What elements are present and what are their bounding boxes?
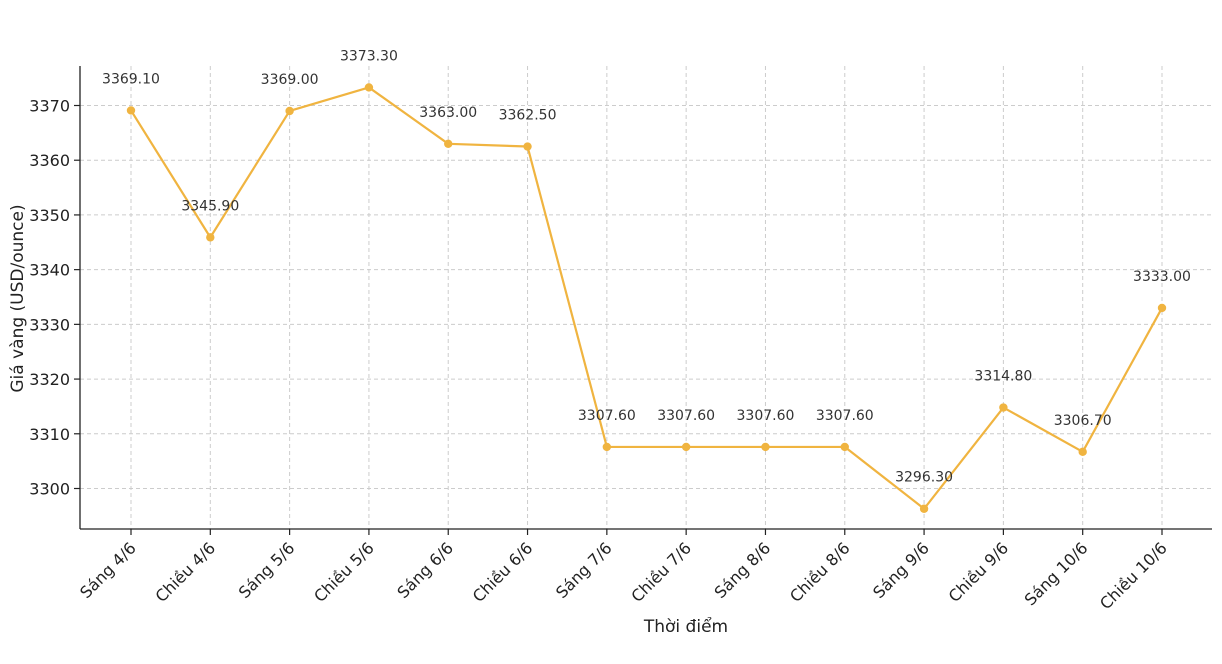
y-tick-label: 3320 <box>29 370 70 389</box>
data-label: 3362.50 <box>499 108 557 124</box>
data-point <box>444 139 453 148</box>
data-label: 3345.90 <box>181 198 239 214</box>
x-tick-label: Sáng 4/6 <box>76 538 140 602</box>
data-point <box>126 106 136 115</box>
x-tick-label: Chiều 6/6 <box>469 538 537 606</box>
data-labels: 3369.10 3345.90 3369.00 3373.30 3363.00 3362.… <box>102 48 1191 485</box>
data-label: 3306.70 <box>1054 413 1112 429</box>
data-point <box>999 403 1008 412</box>
x-tick-label: Sáng 9/6 <box>869 538 933 602</box>
data-point <box>206 233 215 242</box>
series-line <box>130 86 1163 510</box>
data-point <box>919 504 929 513</box>
y-tick-labels: 3300 3310 3320 3330 3340 3350 3360 3370 <box>29 97 70 499</box>
y-tick-label: 3330 <box>29 315 70 334</box>
data-label: 3296.30 <box>895 470 953 486</box>
x-tick-label: Sáng 5/6 <box>235 538 299 602</box>
series-gold-price <box>126 83 1167 513</box>
y-tick-label: 3340 <box>29 261 70 280</box>
data-label: 3363.00 <box>419 105 477 121</box>
data-point <box>1157 303 1167 313</box>
data-label: 3373.30 <box>340 48 398 64</box>
data-point <box>840 442 849 452</box>
x-tick-label: Chiều 8/6 <box>786 538 854 606</box>
x-tick-label: Chiều 9/6 <box>945 538 1013 606</box>
x-tick-label: Chiều 10/6 <box>1096 538 1171 613</box>
data-label: 3307.60 <box>578 408 636 424</box>
y-tick-label: 3350 <box>29 206 70 225</box>
data-point <box>681 442 691 452</box>
x-tick-labels: Sáng 4/6 Chiều 4/6 Sáng 5/6 Chiều 5/6 Sáng 6… <box>76 538 1171 613</box>
data-label: 3307.60 <box>737 408 795 424</box>
data-label: 3369.10 <box>102 71 160 87</box>
axes <box>74 66 1212 535</box>
x-tick-label: Sáng 8/6 <box>711 538 775 602</box>
y-tick-label: 3310 <box>29 425 70 444</box>
data-point <box>761 442 770 452</box>
y-tick-label: 3370 <box>29 97 70 116</box>
data-point <box>285 106 294 116</box>
x-tick-label: Chiều 7/6 <box>627 538 695 606</box>
y-tick-label: 3360 <box>29 151 70 170</box>
data-label: 3369.00 <box>261 72 319 88</box>
grid <box>80 66 1212 529</box>
x-tick-label: Chiều 4/6 <box>152 538 220 606</box>
x-tick-label: Sáng 10/6 <box>1021 538 1092 609</box>
data-point <box>364 83 374 92</box>
data-label: 3314.80 <box>974 369 1032 385</box>
y-tick-label: 3300 <box>29 480 70 499</box>
data-label: 3333.00 <box>1133 269 1191 285</box>
y-axis-title: Giá vàng (USD/ounce) <box>8 204 28 392</box>
data-label: 3307.60 <box>657 408 715 424</box>
x-axis-title: Thời điểm <box>643 616 728 637</box>
data-point <box>523 142 532 151</box>
data-point <box>1078 447 1087 457</box>
x-tick-label: Sáng 7/6 <box>552 538 616 602</box>
x-tick-label: Chiều 5/6 <box>310 538 378 606</box>
x-tick-label: Sáng 6/6 <box>393 538 457 602</box>
data-point <box>602 442 612 452</box>
data-label: 3307.60 <box>816 408 874 424</box>
